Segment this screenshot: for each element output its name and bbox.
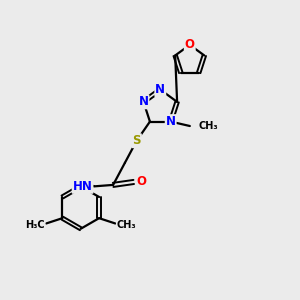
Text: CH₃: CH₃: [198, 121, 218, 131]
Text: S: S: [132, 134, 141, 147]
Text: HN: HN: [73, 180, 92, 193]
Text: N: N: [155, 83, 165, 96]
Text: H₃C: H₃C: [25, 220, 45, 230]
Text: O: O: [137, 176, 147, 188]
Text: O: O: [185, 38, 195, 51]
Text: N: N: [139, 95, 148, 108]
Text: CH₃: CH₃: [117, 220, 136, 230]
Text: N: N: [166, 115, 176, 128]
